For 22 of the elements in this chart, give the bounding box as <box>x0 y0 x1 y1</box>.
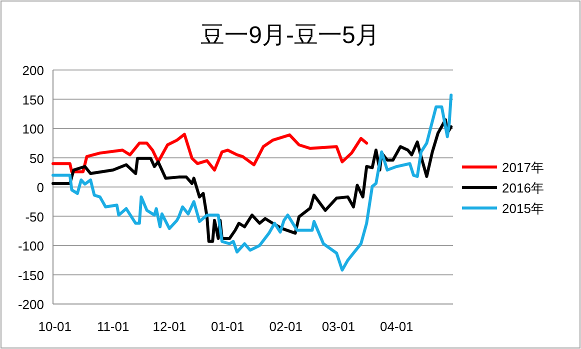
y-tick-label: 200 <box>22 63 44 78</box>
x-tick-label: 11-01 <box>96 319 130 334</box>
y-tick-label: -150 <box>18 268 44 283</box>
legend-label: 2017年 <box>502 160 544 175</box>
chart-title: 豆一9月-豆一5月 <box>200 22 380 49</box>
legend-label: 2016年 <box>502 180 544 196</box>
x-tick-label: 12-01 <box>152 319 186 334</box>
x-tick-label: 04-01 <box>380 319 414 334</box>
x-tick-label: 10-01 <box>38 319 72 334</box>
y-tick-label: -100 <box>18 238 44 254</box>
y-tick-label: -50 <box>25 209 44 224</box>
x-tick-label: 03-01 <box>322 319 356 334</box>
y-tick-label: 50 <box>30 150 44 166</box>
x-tick-label: 01-01 <box>211 319 244 334</box>
y-tick-label: -200 <box>18 297 44 312</box>
y-tick-label: 0 <box>36 180 44 195</box>
y-tick-label: 100 <box>22 122 44 136</box>
line-series <box>52 94 453 272</box>
x-tick-label: 02-01 <box>269 319 302 334</box>
line-series <box>52 132 368 174</box>
y-tick-label: 150 <box>22 92 44 108</box>
legend-label: 2015年 <box>502 201 544 216</box>
